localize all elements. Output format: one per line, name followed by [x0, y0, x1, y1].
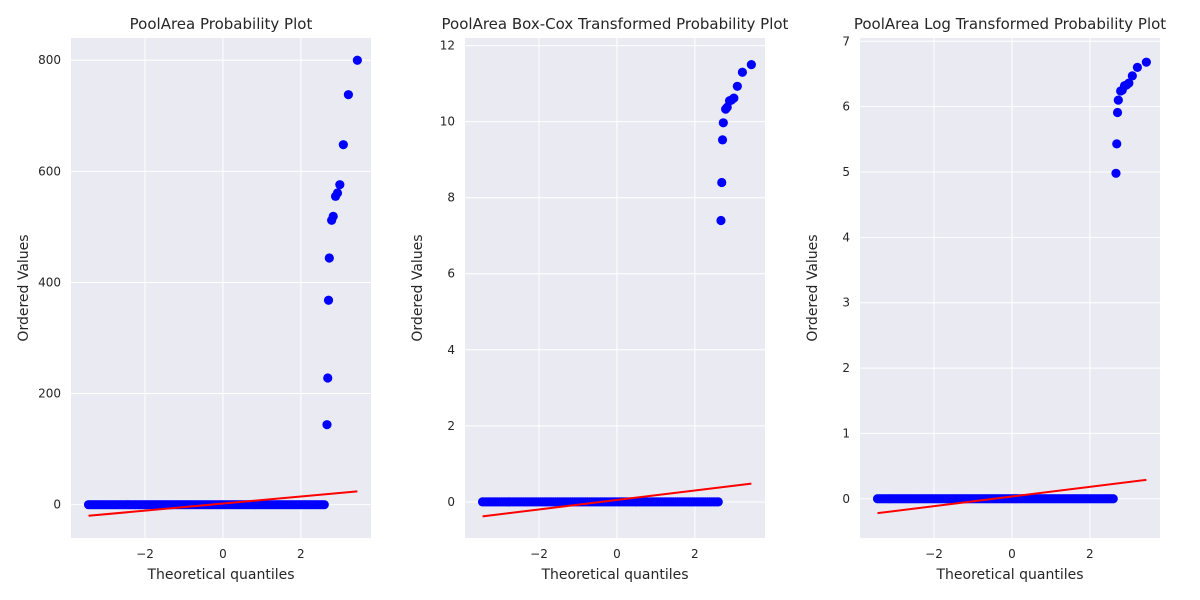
subplot-3: −2 0 2 0 1 2 3 4 5 6 7 PoolArea Log Transformed Pro…	[805, 15, 1166, 583]
data-point	[746, 60, 756, 70]
data-point	[718, 118, 728, 128]
y-axis-label: Ordered Values	[805, 234, 821, 341]
data-point	[717, 135, 728, 145]
data-point	[713, 497, 723, 507]
y-axis-label: Ordered Values	[16, 234, 32, 341]
data-point	[1113, 95, 1123, 105]
y-tick-label: 8	[447, 191, 455, 205]
y-tick-label: 5	[842, 165, 850, 179]
data-point	[732, 81, 742, 91]
x-axis-label: Theoretical quantiles	[935, 567, 1083, 583]
data-point	[1111, 168, 1121, 178]
fit-line	[482, 482, 752, 518]
y-tick-label: 1	[842, 426, 850, 440]
subplot-1: −2 0 2 0 200 400 600 800 PoolArea Probability Pl…	[16, 15, 371, 583]
fit-line	[877, 478, 1147, 515]
data-point	[1108, 494, 1118, 504]
data-point	[716, 215, 726, 226]
data-point	[324, 253, 334, 263]
y-tick-label: 0	[53, 498, 61, 512]
data-point	[323, 373, 333, 383]
data-point	[1127, 71, 1137, 81]
x-tick-label: 2	[691, 547, 699, 561]
data-point	[352, 55, 362, 65]
x-tick-label: 0	[1008, 547, 1016, 561]
x-axis-label: Theoretical quantiles	[146, 567, 294, 583]
data-point	[1124, 78, 1134, 88]
data-point	[729, 93, 739, 103]
data-point	[1112, 139, 1122, 149]
y-tick-label: 600	[38, 164, 61, 178]
data-point	[319, 500, 329, 510]
fit-line	[88, 490, 358, 517]
data-point	[335, 180, 345, 190]
data-point	[737, 67, 748, 77]
y-tick-label: 3	[842, 296, 850, 310]
x-tick-label: 0	[219, 547, 227, 561]
y-tick-label: 4	[447, 343, 455, 357]
data-point	[332, 188, 343, 198]
data-point	[328, 211, 338, 221]
data-point	[338, 140, 348, 150]
x-tick-label: 0	[613, 547, 621, 561]
plot-area	[71, 38, 371, 538]
y-tick-label: 800	[38, 53, 61, 67]
y-tick-label: 6	[842, 100, 850, 114]
subplot-2: −2 0 2 0 2 4 6 8 10 12 PoolArea Box-Cox Transforme…	[410, 15, 789, 583]
chart-title: PoolArea Log Transformed Probability Plo…	[854, 15, 1166, 33]
y-axis-label: Ordered Values	[410, 234, 426, 341]
x-tick-label: −2	[530, 547, 548, 561]
y-tick-label: 0	[842, 492, 850, 506]
y-tick-label: 2	[447, 419, 455, 433]
y-tick-label: 4	[842, 230, 850, 244]
y-tick-label: 200	[38, 387, 61, 401]
y-tick-label: 12	[440, 39, 455, 53]
y-tick-label: 7	[842, 34, 850, 48]
data-point	[1112, 107, 1123, 118]
y-tick-label: 10	[440, 115, 455, 129]
plot-area	[465, 38, 765, 538]
y-tick-label: 0	[447, 495, 455, 509]
y-tick-label: 400	[38, 275, 61, 289]
x-axis-label: Theoretical quantiles	[540, 567, 688, 583]
x-tick-label: 2	[1086, 547, 1094, 561]
y-tick-label: 6	[447, 267, 455, 281]
data-point	[322, 420, 332, 430]
data-point	[1141, 57, 1151, 67]
data-point	[717, 177, 727, 188]
chart-title: PoolArea Box-Cox Transformed Probability…	[442, 15, 789, 33]
x-tick-label: −2	[925, 547, 943, 561]
data-point	[343, 90, 354, 100]
y-tick-label: 2	[842, 361, 850, 375]
plot-area	[860, 38, 1160, 538]
x-tick-label: 2	[297, 547, 305, 561]
data-point	[323, 295, 334, 305]
x-tick-label: −2	[136, 547, 154, 561]
data-point	[1132, 62, 1143, 73]
chart-title: PoolArea Probability Plot	[130, 15, 313, 33]
